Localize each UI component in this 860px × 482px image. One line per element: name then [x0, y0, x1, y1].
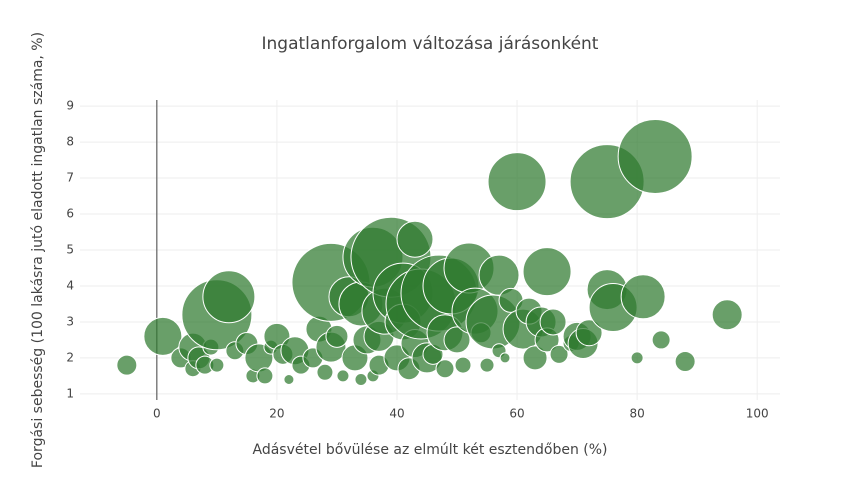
y-tick-label: 4	[66, 278, 74, 292]
bubble	[651, 330, 671, 350]
bubble	[202, 270, 256, 324]
y-tick-label: 8	[66, 135, 74, 149]
bubble	[539, 308, 567, 336]
y-tick-label: 6	[66, 207, 74, 221]
bubble	[575, 319, 603, 347]
bubble	[336, 369, 350, 383]
y-tick-label: 3	[66, 314, 74, 328]
bubble	[617, 118, 693, 194]
bubble	[549, 344, 569, 364]
chart-title: Ingatlanforgalom változása járásonként	[262, 34, 599, 54]
x-axis-title: Adásvétel bővülése az elmúlt két esztend…	[252, 442, 607, 458]
x-tick-label: 80	[629, 407, 644, 421]
bubble	[522, 345, 548, 371]
bubble	[354, 372, 368, 386]
bubble	[630, 351, 644, 365]
bubble	[443, 326, 471, 354]
bubble	[143, 316, 183, 356]
x-tick-label: 100	[746, 407, 769, 421]
bubble	[256, 367, 274, 385]
bubble	[209, 357, 225, 373]
bubble	[479, 357, 495, 373]
bubble	[620, 274, 666, 320]
bubble	[283, 373, 295, 385]
bubble	[522, 247, 572, 297]
bubble	[499, 352, 511, 364]
bubble	[487, 152, 547, 212]
bubble	[435, 359, 455, 379]
y-tick-label: 2	[66, 350, 74, 364]
bubble	[478, 254, 520, 296]
x-tick-label: 40	[389, 407, 404, 421]
bubble	[325, 324, 349, 348]
x-tick-label: 20	[269, 407, 284, 421]
bubble	[454, 356, 472, 374]
bubble	[396, 220, 434, 258]
bubble	[316, 363, 334, 381]
y-tick-label: 5	[66, 243, 74, 257]
x-tick-label: 60	[509, 407, 524, 421]
y-tick-label: 1	[66, 386, 74, 400]
bubble	[116, 354, 138, 376]
y-axis-title: Forgási sebesség (100 lakásra jutó elado…	[30, 32, 46, 468]
y-tick-label: 7	[66, 171, 74, 185]
bubble	[711, 299, 743, 331]
bubble	[674, 351, 696, 373]
x-tick-label: 0	[153, 407, 161, 421]
y-tick-label: 9	[66, 99, 74, 113]
